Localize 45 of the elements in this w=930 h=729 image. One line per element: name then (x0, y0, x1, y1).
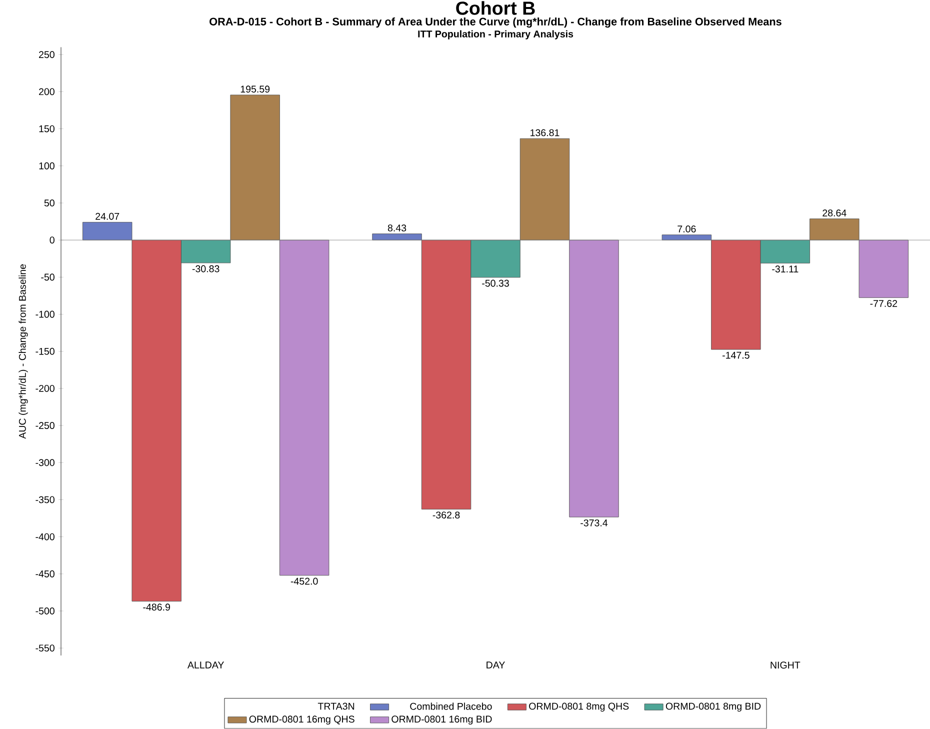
y-tick-label: -550 (36, 644, 54, 652)
legend-label: ORMD-0801 8mg BID (666, 702, 761, 712)
x-tick-label: ALLDAY (187, 662, 224, 669)
data-label: -373.4 (580, 520, 608, 527)
chart-title: ORA-D-015 - Cohort B - Summary of Area Under the Curve (mg*hr/dL) - Change from Baseline Observed Means (210, 18, 782, 28)
legend-label: ORMD-0801 16mg BID (392, 716, 492, 725)
data-label: -31.11 (772, 266, 798, 273)
y-tick-label: -100 (36, 310, 54, 318)
data-label: -147.5 (722, 352, 750, 359)
y-tick-label: -250 (36, 422, 54, 430)
y-tick-label: -450 (36, 570, 54, 578)
y-tick-label: 150 (39, 125, 54, 132)
legend-label: Combined Placebo (410, 702, 492, 710)
data-label: 136.81 (530, 129, 560, 136)
y-tick-label: -400 (36, 533, 54, 540)
y-tick-label: 0 (50, 236, 54, 244)
data-label: -452.0 (290, 578, 318, 585)
y-tick-label: -500 (36, 608, 54, 615)
data-label: 24.07 (96, 213, 120, 220)
data-label: -486.9 (143, 604, 170, 611)
y-tick-label: 200 (39, 88, 54, 96)
data-label: -50.33 (482, 280, 509, 287)
x-tick-label: DAY (486, 662, 505, 669)
data-label: -30.83 (192, 265, 220, 272)
y-axis-title: AUC (mg*hr/dL) - Change from Baseline (18, 264, 28, 439)
data-label: -362.8 (432, 512, 460, 519)
legend-label: ORMD-0801 16mg QHS (249, 716, 354, 725)
y-tick-label: -350 (36, 496, 54, 504)
data-label: 7.06 (678, 226, 696, 233)
legend-title: TRTA3N (318, 702, 354, 710)
y-tick-label: -50 (41, 274, 54, 281)
legend-label: ORMD-0801 8mg QHS (529, 702, 629, 712)
chart-subtitle: ITT Population - Primary Analysis (418, 30, 574, 40)
y-tick-label: -150 (36, 348, 54, 355)
data-label: 195.59 (240, 86, 270, 93)
y-tick-label: -200 (36, 385, 54, 392)
y-tick-label: 50 (44, 200, 54, 207)
y-tick-label: -300 (36, 459, 54, 466)
data-label: 28.64 (822, 210, 846, 217)
text: Cohort B (456, 1, 535, 16)
y-tick-label: 250 (39, 51, 54, 58)
data-label: -77.62 (870, 300, 898, 308)
data-label: 8.43 (388, 224, 406, 232)
x-tick-label: NIGHT (770, 662, 800, 669)
y-tick-label: 100 (39, 162, 54, 170)
